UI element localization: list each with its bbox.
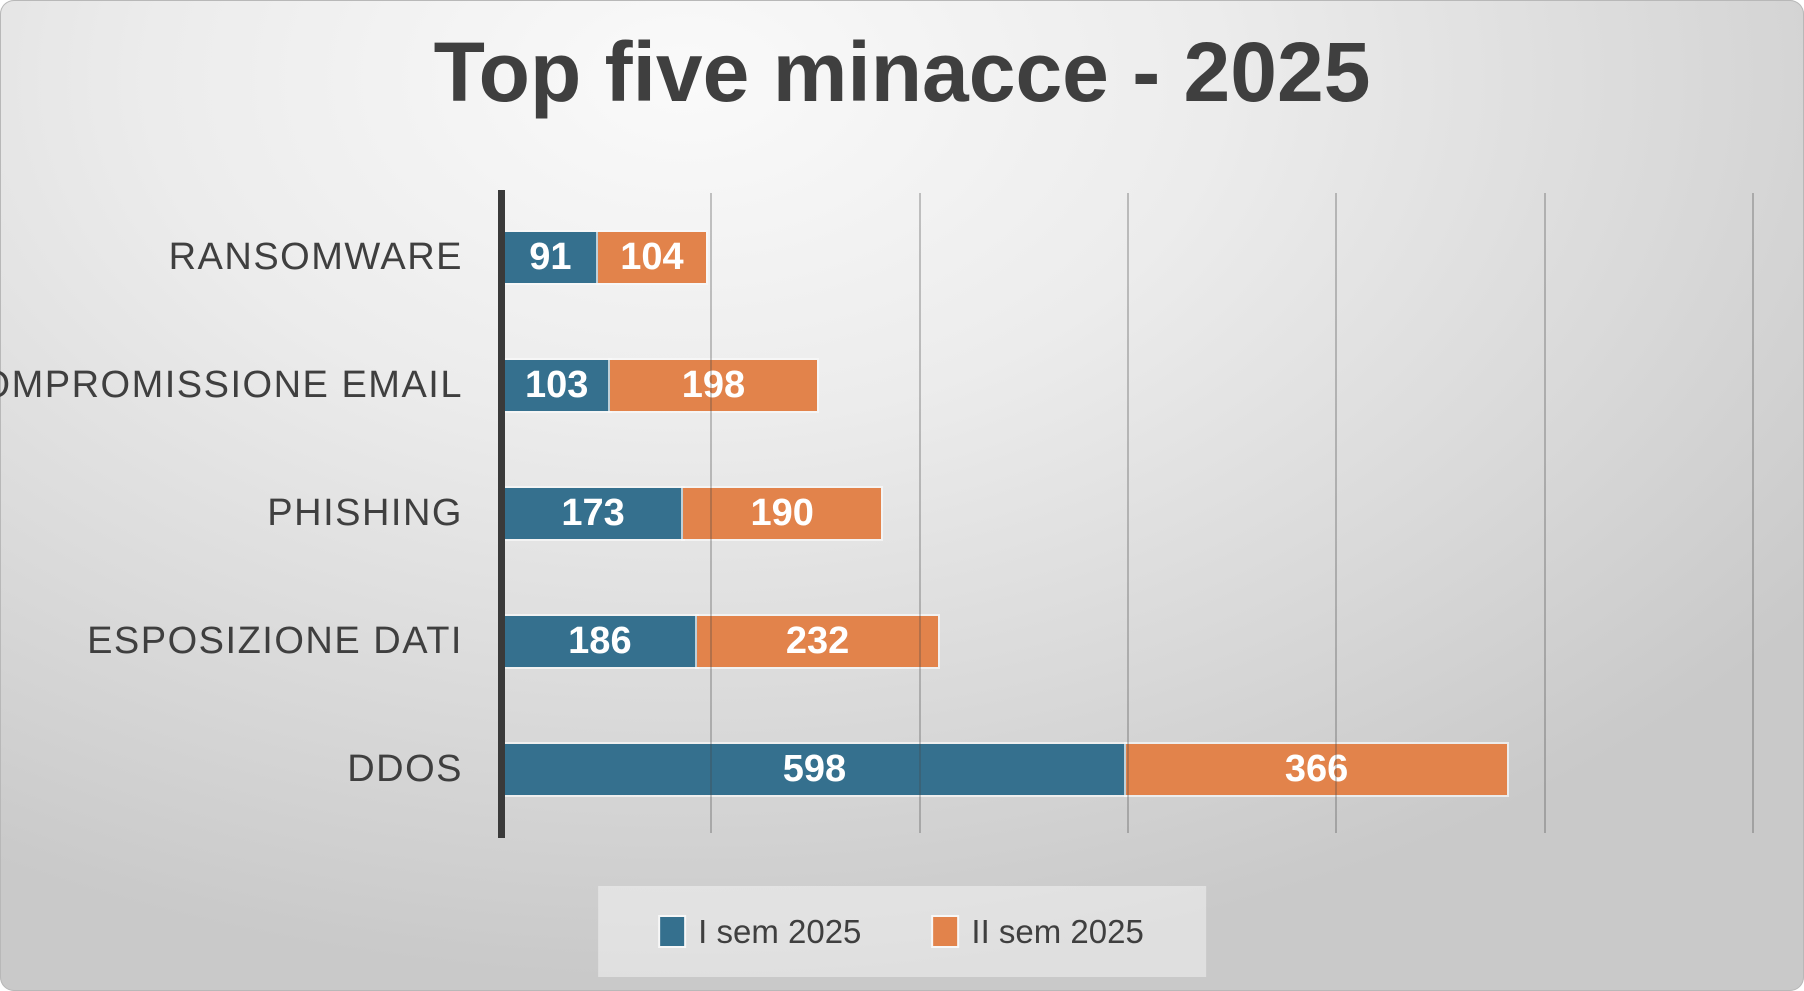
bar-segment: 198 bbox=[610, 359, 817, 411]
bar-segment: 104 bbox=[597, 231, 707, 283]
bar-segment: 186 bbox=[503, 615, 697, 667]
legend-swatch bbox=[933, 917, 958, 946]
bar-value-label: 91 bbox=[529, 235, 572, 278]
bar-row: 103 198 bbox=[503, 321, 1753, 449]
bar-value-label: 232 bbox=[785, 619, 850, 662]
chart-title: Top five minacce - 2025 bbox=[433, 25, 1371, 119]
legend-swatch bbox=[660, 917, 685, 946]
category-label-slot: RANSOMWARE bbox=[0, 193, 463, 321]
stacked-bar: 91 104 bbox=[503, 231, 1753, 283]
bar-row: 186 232 bbox=[503, 577, 1753, 705]
plot-area: 91 104 103 198 173 190 186 232 598 366 bbox=[498, 190, 1754, 838]
bar-segment: 173 bbox=[503, 487, 684, 539]
bar-segment: 103 bbox=[503, 359, 611, 411]
bar-segment: 366 bbox=[1125, 743, 1508, 795]
legend-item: I sem 2025 bbox=[660, 913, 861, 951]
category-label: RANSOMWARE bbox=[168, 235, 463, 278]
bar-value-label: 104 bbox=[620, 235, 684, 278]
bar-segment: 598 bbox=[503, 743, 1126, 795]
bar-segment: 232 bbox=[696, 615, 939, 667]
bar-row: 91 104 bbox=[503, 193, 1753, 321]
stacked-bar: 173 190 bbox=[503, 487, 1753, 539]
bar-value-label: 173 bbox=[561, 491, 625, 534]
bar-value-label: 366 bbox=[1284, 747, 1349, 790]
legend-series-label: I sem 2025 bbox=[698, 912, 862, 950]
bar-value-label: 598 bbox=[782, 747, 847, 790]
bar-rows: 91 104 103 198 173 190 186 232 598 366 bbox=[503, 193, 1753, 833]
category-axis-labels: RANSOMWARE COMPROMISSIONE EMAIL PHISHING ES… bbox=[0, 193, 463, 833]
y-axis-line bbox=[498, 190, 505, 838]
category-label-slot: COMPROMISSIONE EMAIL bbox=[0, 321, 463, 449]
legend-series-label: II sem 2025 bbox=[971, 912, 1144, 950]
legend: I sem 2025 II sem 2025 bbox=[598, 886, 1206, 977]
stacked-bar: 598 366 bbox=[503, 743, 1753, 795]
category-label-slot: PHISHING bbox=[0, 449, 463, 577]
category-label: COMPROMISSIONE EMAIL bbox=[0, 363, 463, 406]
stacked-bar: 103 198 bbox=[503, 359, 1753, 411]
category-label: PHISHING bbox=[267, 491, 463, 534]
category-label-slot: DDOS bbox=[0, 705, 463, 833]
bar-row: 173 190 bbox=[503, 449, 1753, 577]
bar-segment: 91 bbox=[503, 231, 598, 283]
bar-value-label: 190 bbox=[750, 491, 814, 534]
category-label-slot: ESPOSIZIONE DATI bbox=[0, 577, 463, 705]
category-label: DDOS bbox=[347, 747, 463, 790]
bar-value-label: 103 bbox=[524, 363, 589, 406]
stacked-bar: 186 232 bbox=[503, 615, 1753, 667]
bar-row: 598 366 bbox=[503, 705, 1753, 833]
bar-value-label: 198 bbox=[681, 363, 746, 406]
legend-item: II sem 2025 bbox=[933, 912, 1144, 951]
bar-value-label: 186 bbox=[568, 619, 632, 662]
bar-segment: 190 bbox=[683, 487, 882, 539]
category-label: ESPOSIZIONE DATI bbox=[87, 619, 463, 662]
